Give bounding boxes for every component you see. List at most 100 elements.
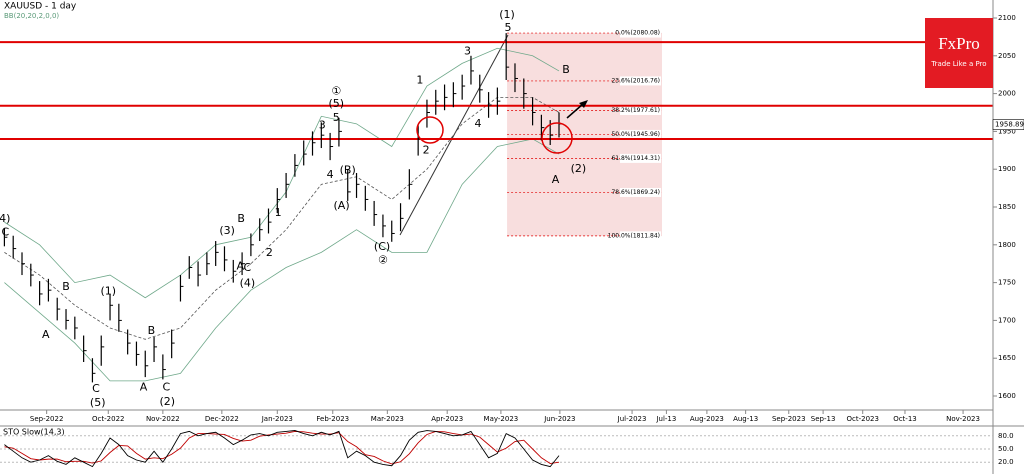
wave-label: 3 bbox=[319, 118, 326, 131]
logo-tagline: Trade Like a Pro bbox=[930, 60, 986, 68]
wave-label: A bbox=[552, 173, 560, 186]
x-tick-label: Oct-2023 bbox=[846, 415, 878, 423]
wave-label: (5) bbox=[90, 396, 106, 409]
fib-label-bg bbox=[620, 187, 661, 197]
wave-label: (2) bbox=[159, 395, 175, 408]
fib-label-bg bbox=[620, 153, 661, 163]
y-tick-label: 1800 bbox=[998, 241, 1016, 249]
fib-label-bg bbox=[620, 28, 661, 38]
y-tick-label: 1900 bbox=[998, 165, 1016, 173]
oscillator-title: STO Slow(14,3) bbox=[3, 428, 65, 437]
bollinger-lower bbox=[4, 138, 560, 382]
x-tick-label: Nov-2023 bbox=[946, 415, 980, 423]
fib-label: 0.0%(2080.08) bbox=[615, 30, 660, 37]
wave-label: (1) bbox=[100, 285, 116, 298]
stochastic-k bbox=[4, 430, 560, 468]
wave-label: 5 bbox=[333, 111, 340, 124]
chart-title: XAUUSD - 1 day bbox=[4, 2, 77, 12]
wave-label: B bbox=[237, 212, 245, 225]
wave-label: 4 bbox=[327, 168, 334, 181]
wave-label: (A) bbox=[334, 199, 350, 212]
wave-label: A bbox=[42, 328, 50, 341]
x-tick-label: Mar-2023 bbox=[371, 415, 404, 423]
x-tick-label: Sep-2023 bbox=[772, 415, 806, 423]
fib-label: 23.6%(2016.76) bbox=[611, 77, 660, 84]
wave-label: 3 bbox=[464, 44, 471, 57]
osc-tick-label: 20.0 bbox=[998, 458, 1014, 466]
x-tick-label: Feb-2023 bbox=[316, 415, 349, 423]
wave-label: 5 bbox=[504, 21, 511, 34]
y-tick-label: 2050 bbox=[998, 52, 1016, 60]
trend-line bbox=[399, 34, 509, 236]
fib-label: 78.6%(1869.24) bbox=[611, 189, 660, 196]
wave-label: ② bbox=[378, 254, 388, 267]
x-tick-label: Jan-2023 bbox=[261, 415, 293, 423]
wave-label: (C) bbox=[374, 240, 390, 253]
x-tick-label: Apr-2023 bbox=[431, 415, 463, 423]
y-tick-label: 1750 bbox=[998, 279, 1016, 287]
wave-label: C bbox=[163, 381, 171, 394]
y-tick-label: 2000 bbox=[998, 90, 1016, 98]
fib-label: 38.2%(1977.61) bbox=[611, 107, 660, 114]
x-tick-label: Dec-2022 bbox=[205, 415, 239, 423]
logo-name: FxPro bbox=[938, 34, 980, 53]
y-tick-label: 1950 bbox=[998, 127, 1016, 135]
highlight-circle bbox=[541, 122, 573, 154]
indicator-label: BB(20,20,2,0,0) bbox=[4, 12, 59, 20]
wave-label: 2 bbox=[423, 143, 430, 156]
last-price-box bbox=[992, 119, 1024, 130]
bollinger-middle bbox=[4, 96, 560, 340]
wave-label: 2 bbox=[266, 246, 273, 259]
wave-label: (1) bbox=[499, 8, 515, 21]
wave-label: (2) bbox=[571, 162, 587, 175]
x-tick-label: Nov-2022 bbox=[146, 415, 180, 423]
x-tick-label: Oct-2022 bbox=[92, 415, 124, 423]
x-tick-label: Oct-13 bbox=[893, 415, 917, 423]
x-tick-label: Jul-2023 bbox=[617, 415, 647, 423]
wave-label: C bbox=[1, 226, 9, 239]
fib-label-bg bbox=[620, 76, 661, 86]
logo-box bbox=[925, 18, 993, 88]
highlight-circle bbox=[416, 116, 444, 144]
y-tick-label: 1700 bbox=[998, 316, 1016, 324]
x-tick-label: May-2023 bbox=[484, 415, 519, 423]
x-tick-label: Sep-2022 bbox=[30, 415, 64, 423]
y-tick-label: 1600 bbox=[998, 392, 1016, 400]
fib-label: 61.8%(1914.31) bbox=[611, 155, 660, 162]
wave-label: A bbox=[237, 260, 245, 273]
wave-label: C bbox=[244, 261, 252, 274]
wave-label: 1 bbox=[416, 74, 423, 87]
fib-label-bg bbox=[620, 231, 661, 241]
y-tick-label: 2100 bbox=[998, 14, 1016, 22]
wave-label: B bbox=[562, 63, 570, 76]
arrow-head bbox=[579, 100, 588, 108]
wave-label: C bbox=[92, 382, 100, 395]
fib-label-bg bbox=[620, 129, 661, 139]
x-tick-label: Sep-13 bbox=[811, 415, 836, 423]
stochastic-d bbox=[4, 430, 560, 465]
y-tick-label: 1650 bbox=[998, 354, 1016, 362]
fib-label: 100.0%(1811.84) bbox=[608, 232, 660, 239]
wave-label: B bbox=[62, 280, 70, 293]
wave-label: (3) bbox=[219, 224, 235, 237]
x-tick-label: Jul-13 bbox=[655, 415, 676, 423]
wave-label: A bbox=[140, 381, 148, 394]
wave-label: (5) bbox=[328, 97, 344, 110]
x-tick-label: Jun-2023 bbox=[543, 415, 575, 423]
fib-label-bg bbox=[620, 106, 661, 116]
y-tick-label: 1850 bbox=[998, 203, 1016, 211]
wave-label: B bbox=[148, 324, 156, 337]
arrow bbox=[566, 103, 584, 119]
wave-label: (4) bbox=[0, 212, 10, 225]
fib-label: 50.0%(1945.96) bbox=[611, 131, 660, 138]
x-tick-label: Aug-2023 bbox=[690, 415, 724, 423]
x-tick-label: Aug-13 bbox=[733, 415, 758, 423]
osc-tick-label: 50.0 bbox=[998, 445, 1014, 453]
wave-label: (B) bbox=[340, 164, 356, 177]
last-price-label: 1958.89 bbox=[995, 121, 1024, 129]
osc-tick-label: 80.0 bbox=[998, 432, 1014, 440]
wave-label: ① bbox=[331, 84, 341, 97]
wave-label: (4) bbox=[240, 276, 256, 289]
wave-label: 1 bbox=[275, 206, 282, 219]
